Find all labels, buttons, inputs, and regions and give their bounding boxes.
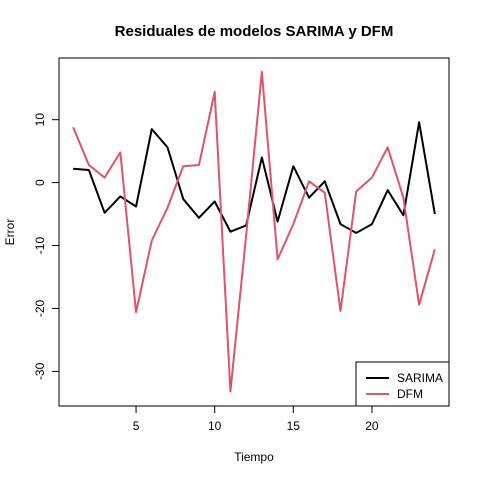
series-line-sarima — [73, 121, 436, 234]
series-line-dfm — [72, 70, 436, 393]
y-tick-label: -20 — [33, 299, 47, 317]
plot-area-frame — [58, 57, 450, 407]
y-tick-label: -30 — [33, 362, 47, 380]
y-tick-label: 10 — [33, 113, 47, 127]
y-axis-label: Error — [3, 219, 17, 246]
x-axis-label: Tiempo — [234, 450, 274, 464]
y-tick-label: 0 — [33, 179, 47, 186]
series-group — [72, 70, 436, 393]
y-tick-label: -10 — [33, 237, 47, 255]
legend: SARIMA DFM — [355, 361, 450, 407]
legend-label-sarima: SARIMA — [397, 371, 443, 385]
x-tick-label: 5 — [133, 419, 140, 433]
y-axis: -30 -20 -10 0 10 — [33, 113, 59, 380]
x-tick-label: 20 — [365, 419, 379, 433]
legend-label-dfm: DFM — [397, 387, 423, 401]
chart-title: Residuales de modelos SARIMA y DFM — [115, 23, 394, 40]
x-axis: 5 10 15 20 — [133, 406, 379, 433]
x-tick-label: 10 — [208, 419, 222, 433]
legend-box — [355, 361, 450, 407]
x-tick-label: 15 — [287, 419, 301, 433]
